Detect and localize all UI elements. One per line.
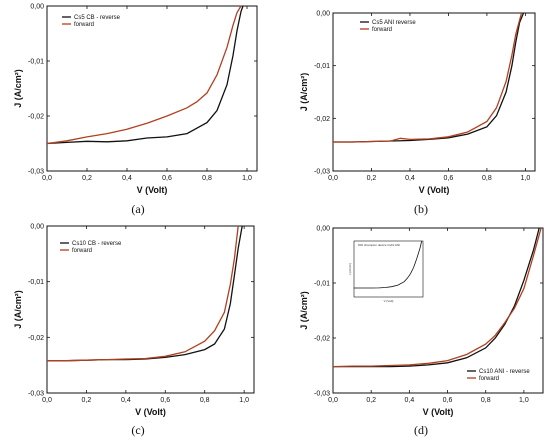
x-tick-label: 0,4 <box>121 397 131 404</box>
y-axis-label: J (A/cm²) <box>299 291 309 330</box>
x-tick-label: 1,0 <box>521 175 531 182</box>
x-tick-label: 0,6 <box>162 175 172 182</box>
y-tick-label: -0,03 <box>314 391 330 398</box>
x-tick-label: 0,0 <box>42 175 52 182</box>
y-tick-label: -0,02 <box>28 114 44 121</box>
series-line-reverse <box>333 12 525 143</box>
y-tick-label: -0,02 <box>28 335 44 342</box>
legend-entry: forward <box>372 27 392 33</box>
series-line-forward <box>332 227 542 368</box>
x-tick-label: 1,0 <box>519 397 529 404</box>
x-tick-label: 0,2 <box>366 397 376 404</box>
x-tick-label: 0,8 <box>200 397 210 404</box>
y-tick-label: -0,01 <box>314 281 330 288</box>
y-tick-label: 0,00 <box>30 224 44 231</box>
y-axis-label: J (A/cm²) <box>13 69 23 108</box>
chart-panel-2: 0,0 0,2 0,4 0,6 0,8 1,0 0,00 -0,01 -0,02 -0,03 V (… <box>299 11 536 216</box>
series-line-forward <box>47 225 239 362</box>
y-tick-label: -0,03 <box>314 169 330 176</box>
x-axis-label: V (Volt) <box>423 407 454 417</box>
x-tick-label: 0,2 <box>82 175 92 182</box>
x-tick-label: 0,2 <box>367 175 377 182</box>
plot-frame <box>332 227 544 394</box>
x-tick-label: 0,8 <box>482 175 492 182</box>
y-tick-label: -0,01 <box>314 63 330 70</box>
x-axis-label: V (Volt) <box>419 185 450 195</box>
x-tick-label: 0,6 <box>444 175 454 182</box>
x-tick-label: 1,0 <box>242 175 252 182</box>
y-tick-label: -0,02 <box>314 336 330 343</box>
x-tick-label: 0,4 <box>122 175 132 182</box>
x-tick-label: 0,8 <box>481 397 491 404</box>
chart-panel-4: 0,0 0,2 0,4 0,6 0,8 1,0 0,00 -0,01 -0,02 -0,03 V (… <box>299 226 544 437</box>
legend-entry: forward <box>74 22 94 28</box>
inset-y-axis-label: J (A/cm²) <box>348 263 352 275</box>
chart-panel-1: 0,0 0,2 0,4 0,6 0,8 1,0 0,00 -0,01 -0,02 -0,03 V (… <box>13 4 258 216</box>
plot-frame <box>46 5 258 172</box>
x-axis-label: V (Volt) <box>135 407 166 417</box>
legend-entry: Cs5 CB - reverse <box>74 15 121 21</box>
y-tick-label: -0,01 <box>28 279 44 286</box>
inset-x-axis-label: V (Volt) <box>384 299 394 303</box>
inset-legend-entry: champion device Cs10 ANI <box>364 243 400 247</box>
legend-entry: forward <box>72 248 92 254</box>
x-tick-label: 0,2 <box>82 397 92 404</box>
x-tick-label: 0,0 <box>328 175 338 182</box>
legend-entry: forward <box>479 376 499 382</box>
y-tick-label: 0,00 <box>30 4 44 11</box>
series-line-forward <box>46 5 242 145</box>
x-tick-label: 1,0 <box>239 397 249 404</box>
x-tick-label: 0,6 <box>443 397 453 404</box>
panel-label: (d) <box>414 423 428 437</box>
y-axis-label: J (A/cm²) <box>13 290 23 329</box>
legend-entry: Cs5 ANI reverse <box>372 20 416 26</box>
x-tick-label: 0,0 <box>328 397 338 404</box>
x-tick-label: 0,0 <box>42 397 52 404</box>
series-line-reverse <box>333 227 540 368</box>
y-tick-label: -0,02 <box>314 116 330 123</box>
chart-panel-3: 0,0 0,2 0,4 0,6 0,8 1,0 0,00 -0,01 -0,02 -0,03 V (… <box>13 224 255 437</box>
panel-label: (c) <box>131 423 144 437</box>
plot-frame <box>46 225 255 394</box>
legend-entry: Cs10 ANI - reverse <box>479 369 530 375</box>
y-tick-label: -0,03 <box>28 391 44 398</box>
x-tick-label: 0,6 <box>160 397 170 404</box>
x-tick-label: 0,4 <box>405 175 415 182</box>
panel-label: (b) <box>414 202 428 216</box>
panel-label: (a) <box>131 202 144 216</box>
legend-entry: Cs10 CB - reverse <box>72 241 122 247</box>
y-tick-label: 0,00 <box>316 226 330 233</box>
x-axis-label: V (Volt) <box>137 185 168 195</box>
inset-series-line <box>354 240 423 289</box>
y-tick-label: -0,03 <box>28 169 44 176</box>
y-tick-label: -0,01 <box>28 59 44 66</box>
plot-frame <box>332 12 536 172</box>
y-tick-label: 0,00 <box>316 11 330 18</box>
x-tick-label: 0,8 <box>202 175 212 182</box>
series-line-reverse <box>46 5 244 145</box>
y-axis-label: J (A/cm²) <box>299 73 309 112</box>
x-tick-label: 0,4 <box>404 397 414 404</box>
series-line-forward <box>333 12 523 143</box>
inset-chart: champion device Cs10 ANI V (Volt) J (A/cm²… <box>348 240 424 303</box>
